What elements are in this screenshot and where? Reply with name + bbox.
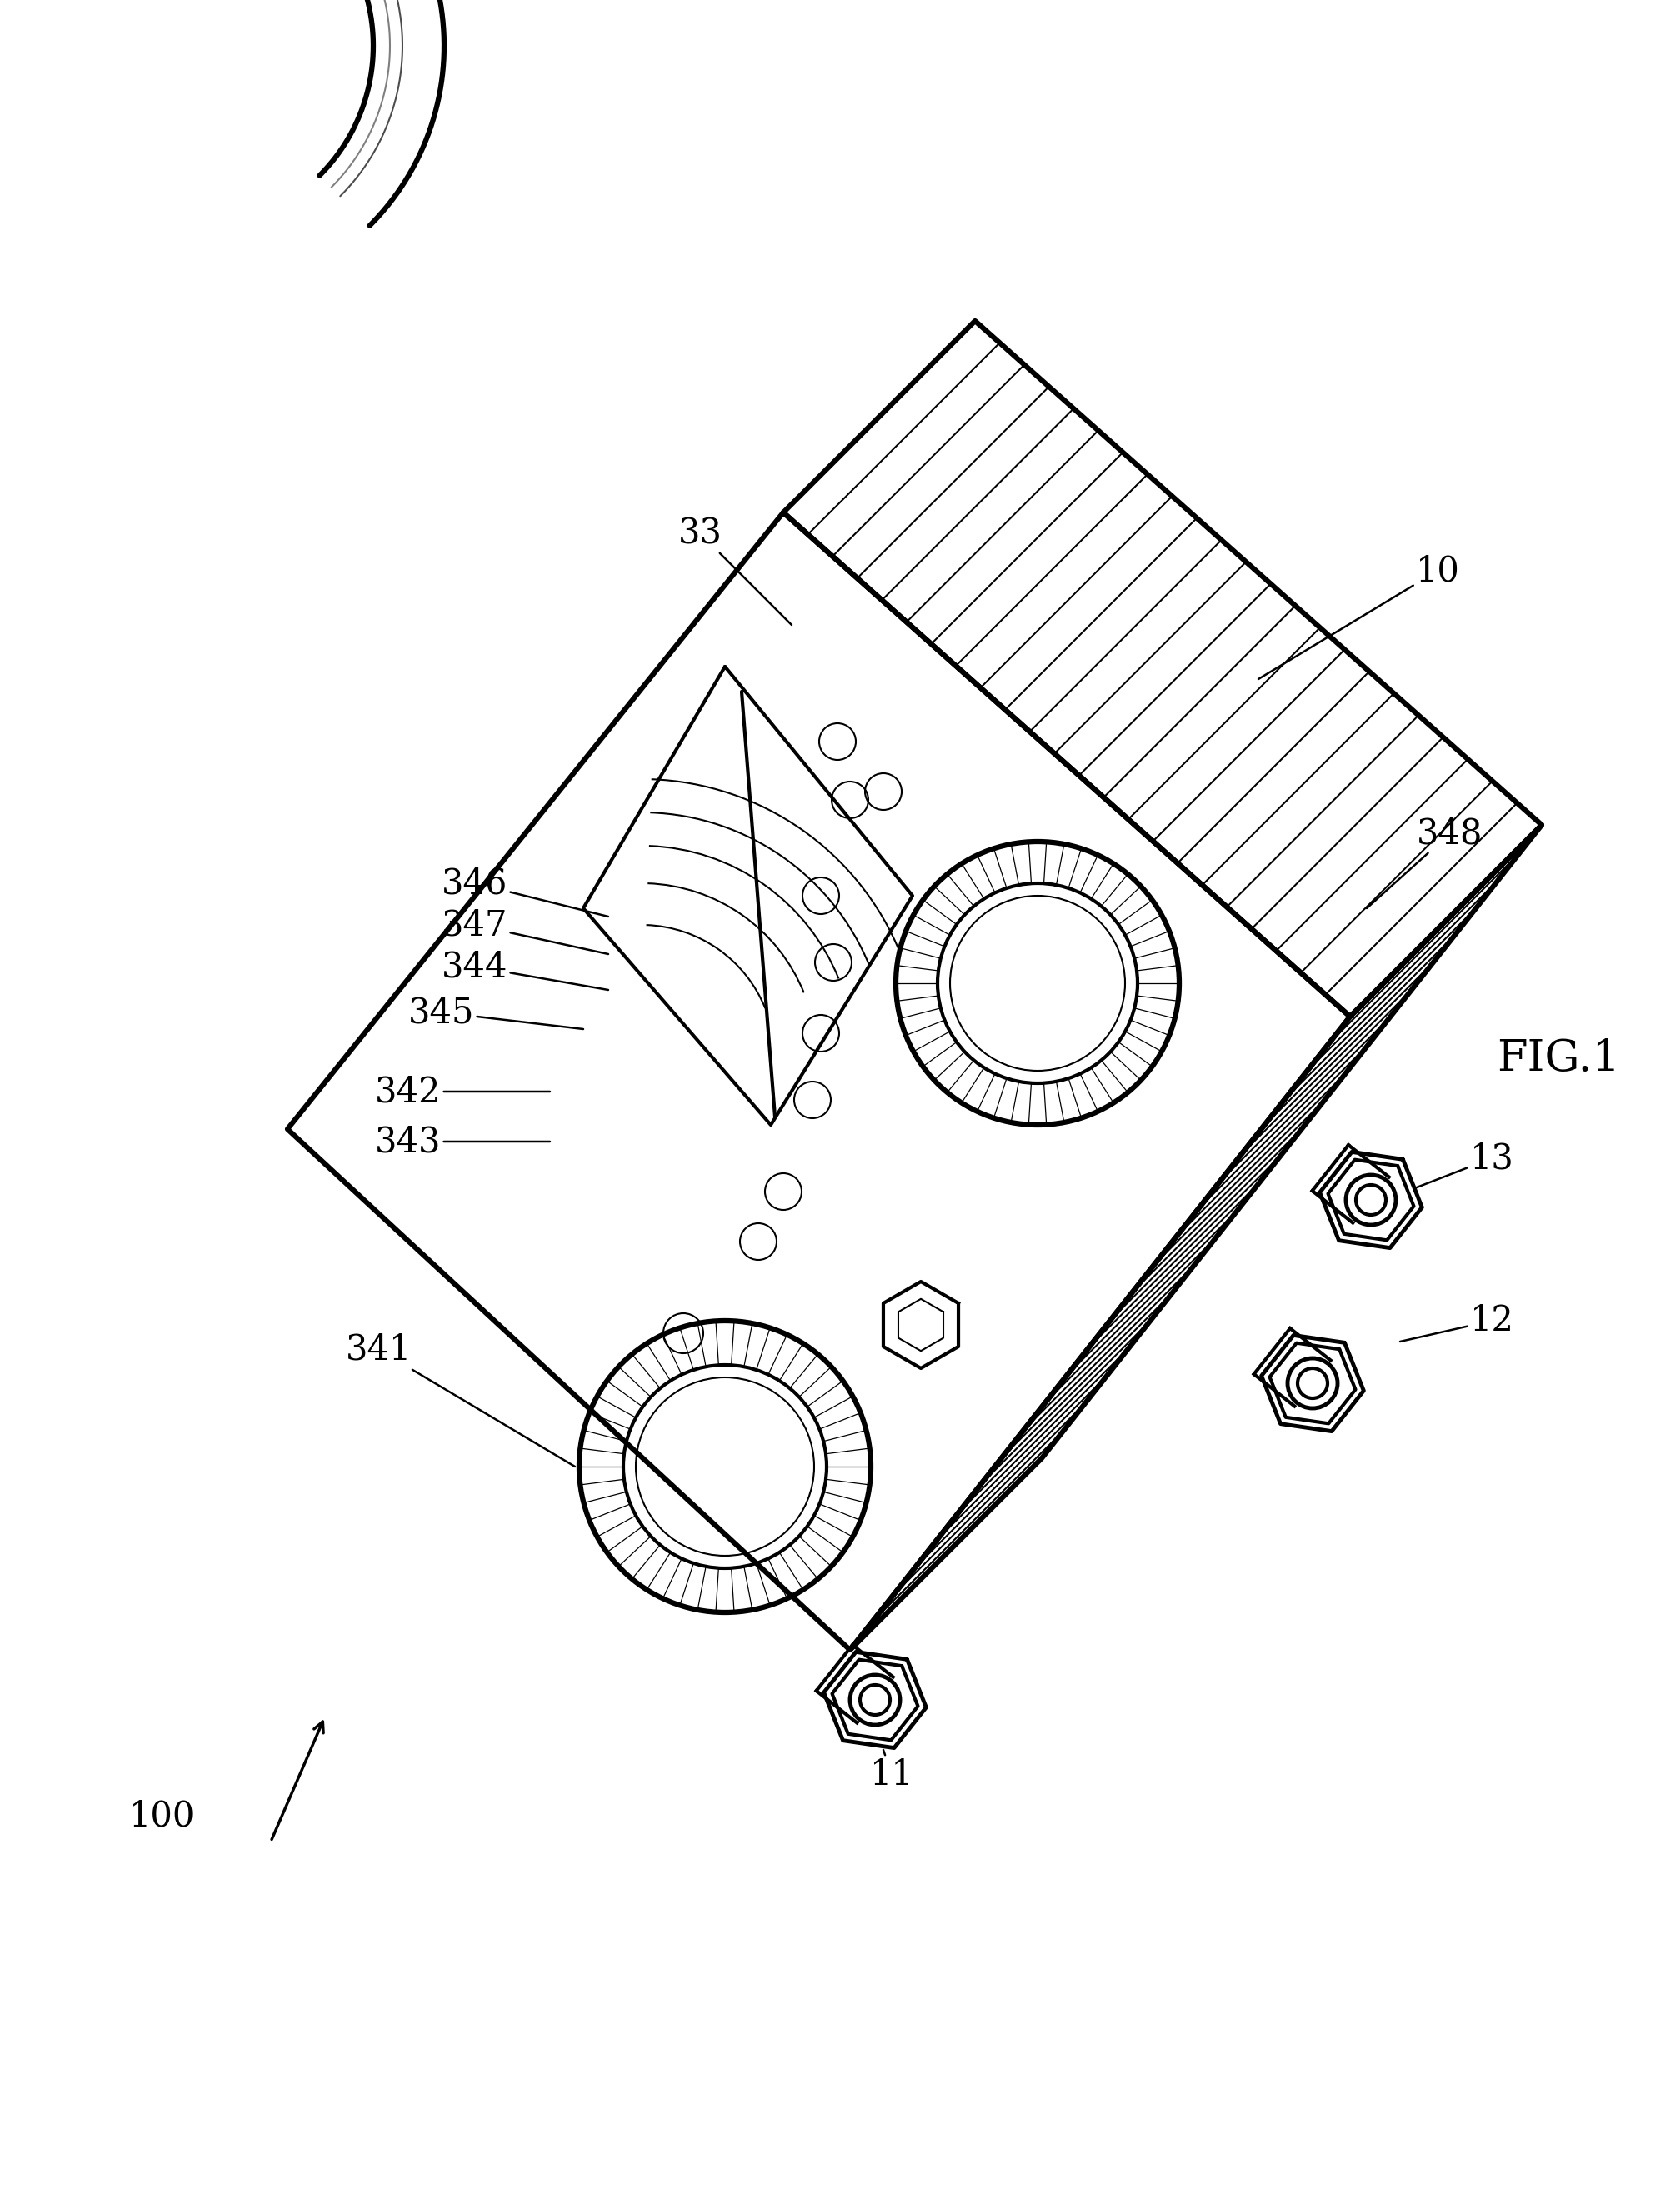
Text: 345: 345 — [408, 994, 583, 1029]
Text: 13: 13 — [1416, 1141, 1514, 1187]
Text: 33: 33 — [679, 516, 791, 626]
Text: 341: 341 — [346, 1332, 575, 1466]
Text: 347: 347 — [442, 907, 608, 955]
Text: 10: 10 — [1258, 553, 1460, 678]
Text: 344: 344 — [442, 948, 608, 990]
Text: 346: 346 — [442, 865, 608, 918]
Text: FIG.1: FIG.1 — [1497, 1036, 1620, 1080]
Text: 100: 100 — [129, 1800, 195, 1835]
Text: 12: 12 — [1399, 1304, 1514, 1341]
Text: 348: 348 — [1366, 817, 1483, 909]
Text: 343: 343 — [375, 1124, 549, 1159]
Text: 342: 342 — [375, 1073, 549, 1108]
Text: 11: 11 — [870, 1749, 914, 1793]
